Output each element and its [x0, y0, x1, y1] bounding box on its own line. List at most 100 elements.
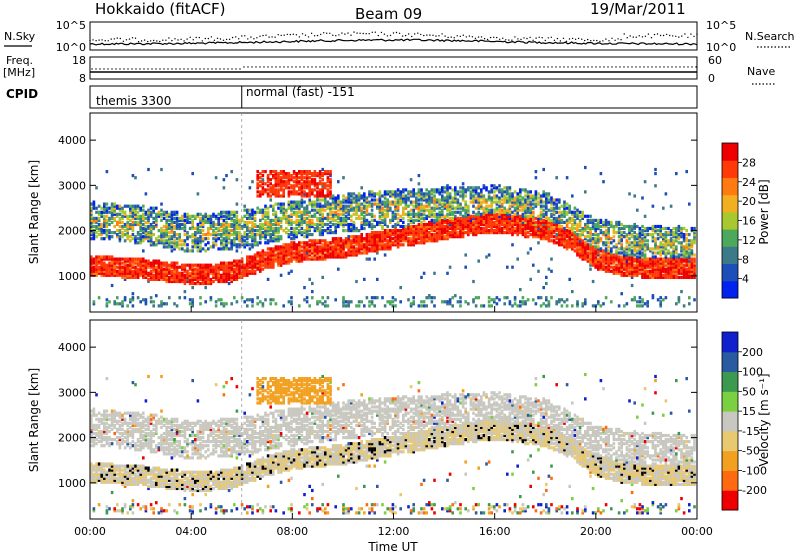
power-cell [227, 235, 231, 239]
power-cell [383, 220, 387, 224]
power-cell [162, 216, 166, 220]
power-cell [149, 235, 153, 239]
power-cell [573, 218, 577, 222]
power-cell [396, 208, 400, 212]
power-cell [560, 220, 564, 224]
power-cell [191, 300, 194, 304]
power-cell [251, 214, 254, 218]
power-cell [342, 206, 345, 210]
power-cell [168, 218, 171, 222]
power-cell [352, 241, 356, 245]
power-cell [113, 208, 116, 212]
power-cell [95, 186, 98, 190]
power-cell [386, 245, 389, 249]
power-cell [529, 204, 532, 208]
power-cell [467, 302, 470, 306]
power-cell [157, 235, 161, 239]
power-cell [178, 275, 181, 279]
power-cell [415, 224, 418, 229]
power-cell [547, 200, 551, 204]
power-cell [604, 249, 608, 253]
power-cell [160, 167, 163, 172]
power-cell [599, 261, 603, 265]
power-cell [233, 271, 236, 275]
power-cell [287, 257, 291, 261]
power-cell [129, 239, 132, 243]
power-cell [347, 222, 350, 227]
power-cell [412, 241, 415, 245]
power-cell [545, 216, 548, 220]
power-cell [334, 224, 337, 229]
power-cell [451, 220, 454, 224]
power-cell [188, 249, 192, 253]
power-cell [269, 233, 272, 237]
power-cell [318, 231, 322, 235]
power-cell [591, 304, 595, 308]
nave-point [679, 66, 681, 68]
power-cell [360, 300, 363, 304]
power-cell [415, 204, 418, 208]
power-cell [435, 200, 439, 204]
power-cell [282, 174, 285, 178]
power-cell [391, 214, 395, 218]
power-cell [292, 241, 296, 245]
power-cell [399, 231, 402, 235]
power-cell [381, 202, 384, 206]
power-cell [259, 235, 262, 239]
power-cell [376, 231, 379, 235]
nsearch-point [675, 35, 677, 37]
power-cell [604, 267, 608, 271]
power-cell [214, 222, 218, 227]
power-cell [461, 233, 465, 237]
power-cell [222, 273, 226, 277]
power-cell [300, 176, 304, 180]
power-cell [113, 210, 116, 214]
power-cell [513, 302, 517, 306]
power-cell [334, 214, 337, 218]
nsearch-point [493, 36, 495, 38]
power-cell [422, 206, 426, 210]
power-cell [508, 192, 512, 196]
power-cell [591, 251, 595, 255]
power-cell [396, 188, 400, 192]
power-cell [282, 216, 285, 220]
power-cell [433, 214, 436, 218]
power-cell [261, 182, 265, 186]
power-cell [381, 235, 384, 239]
power-cell [565, 218, 569, 222]
power-cell [305, 257, 309, 261]
power-cell [212, 269, 215, 273]
power-cell [532, 210, 535, 214]
power-cell [199, 281, 202, 286]
nave-point [319, 66, 321, 68]
power-cell [545, 237, 548, 241]
power-cell [552, 224, 556, 229]
power-cell [157, 271, 161, 275]
power-cell [368, 243, 371, 247]
power-cell [233, 212, 236, 216]
power-cell [292, 204, 296, 208]
power-cell [100, 271, 103, 275]
nsearch-point [489, 36, 492, 39]
power-cell [155, 265, 158, 269]
power-cell [503, 196, 506, 200]
power-cell [331, 255, 335, 259]
power-cell [142, 298, 145, 302]
power-cell [542, 229, 545, 233]
power-cell [339, 222, 343, 227]
power-cell [511, 204, 514, 208]
power-cell [298, 222, 301, 227]
power-cell [389, 194, 392, 198]
power-cell [420, 222, 423, 227]
power-cell [550, 239, 553, 243]
power-cell [149, 214, 153, 218]
power-cell [326, 245, 330, 249]
nsearch-point [538, 36, 540, 38]
power-cell [131, 304, 135, 308]
power-cell [274, 249, 278, 253]
power-cell [246, 216, 249, 220]
power-cell [355, 196, 358, 200]
power-cell [162, 212, 166, 216]
power-cell [227, 214, 231, 218]
power-cell [342, 296, 345, 300]
